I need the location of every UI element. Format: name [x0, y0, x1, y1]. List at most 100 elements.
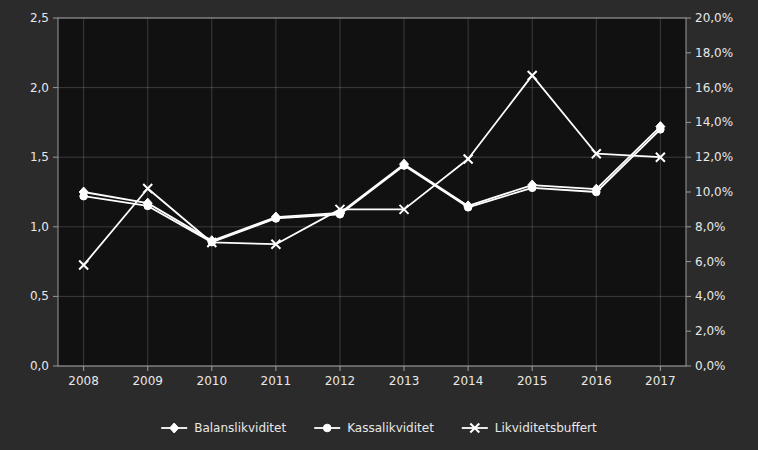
legend-item: Kassalikviditet — [314, 421, 434, 435]
plot-area — [58, 18, 686, 366]
series-marker — [528, 184, 536, 192]
y2-tick — [686, 296, 691, 297]
y2-tick — [686, 87, 691, 88]
y-tick-label: 2,0 — [30, 81, 49, 95]
x-tick — [147, 366, 148, 371]
series-line — [84, 129, 661, 242]
y2-tick — [686, 366, 691, 367]
series-marker — [335, 205, 344, 214]
y2-tick — [686, 122, 691, 123]
grid-line — [58, 87, 686, 88]
y2-tick-label: 18,0% — [695, 46, 733, 60]
x-tick — [83, 366, 84, 371]
y-tick-label: 1,0 — [30, 220, 49, 234]
x-tick — [211, 366, 212, 371]
series-marker — [80, 192, 88, 200]
series-layer — [79, 71, 665, 270]
x-tick-label: 2011 — [261, 374, 292, 388]
x-tick-label: 2016 — [581, 374, 612, 388]
series-marker — [207, 238, 216, 247]
y-tick-label: 0,5 — [30, 289, 49, 303]
x-tick-label: 2014 — [453, 374, 484, 388]
series-marker — [144, 202, 152, 210]
x-tick — [532, 366, 533, 371]
series-line — [84, 127, 661, 241]
legend-item: Likviditetsbuffert — [462, 421, 597, 435]
grid-line — [404, 18, 405, 366]
legend-label: Kassalikviditet — [347, 421, 434, 435]
plot-frame — [58, 18, 686, 366]
y2-tick — [686, 157, 691, 158]
x-tick-label: 2009 — [132, 374, 163, 388]
grid-line — [58, 296, 686, 297]
x-tick-label: 2017 — [645, 374, 676, 388]
series-marker — [464, 154, 473, 163]
series-marker — [400, 159, 409, 169]
series-marker — [79, 261, 88, 270]
y2-tick-label: 10,0% — [695, 185, 733, 199]
y2-tick-label: 2,0% — [695, 324, 726, 338]
grid-line — [211, 18, 212, 366]
grid — [58, 18, 686, 366]
series-marker — [592, 188, 600, 196]
y2-tick — [686, 331, 691, 332]
axes: 2008 2009 2010 2011 2012 2013 2014 2015 2016 2017… — [30, 11, 733, 388]
x-tick-label: 2012 — [325, 374, 356, 388]
y2-tick-label: 4,0% — [695, 289, 726, 303]
legend-swatch-marker — [323, 424, 331, 432]
series-marker — [657, 126, 665, 134]
series-line — [84, 75, 661, 265]
y2-tick-label: 12,0% — [695, 150, 733, 164]
y2-tick-label: 0,0% — [695, 359, 726, 373]
y2-tick — [686, 261, 691, 262]
x-tick — [660, 366, 661, 371]
x-tick-label: 2010 — [197, 374, 228, 388]
legend-label: Balanslikviditet — [194, 421, 286, 435]
y-tick-label: 1,5 — [30, 150, 49, 164]
y2-tick — [686, 18, 691, 19]
x-tick — [404, 366, 405, 371]
x-tick-label: 2015 — [517, 374, 548, 388]
series-marker — [528, 71, 537, 80]
series-marker — [272, 215, 280, 223]
series-marker — [464, 201, 473, 211]
y2-tick — [686, 192, 691, 193]
y-tick-label: 0,0 — [30, 359, 49, 373]
series-marker — [271, 212, 280, 222]
grid-line — [58, 226, 686, 227]
chart: 2008 2009 2010 2011 2012 2013 2014 2015 2016 2017… — [0, 0, 758, 450]
y-tick — [53, 296, 58, 297]
y2-tick-label: 8,0% — [695, 220, 726, 234]
y2-tick-label: 20,0% — [695, 11, 733, 25]
background — [0, 0, 758, 450]
series-marker — [592, 149, 601, 158]
y2-tick-label: 6,0% — [695, 255, 726, 269]
legend-label: Likviditetsbuffert — [495, 421, 597, 435]
y-tick — [53, 18, 58, 19]
y-tick — [53, 226, 58, 227]
legend: Balanslikviditet Kassalikviditet Likvidite… — [161, 421, 597, 435]
y-tick — [53, 157, 58, 158]
grid-line — [468, 18, 469, 366]
y2-tick-label: 16,0% — [695, 81, 733, 95]
grid-line — [660, 18, 661, 366]
x-tick — [596, 366, 597, 371]
legend-swatch-marker — [470, 424, 479, 433]
grid-line — [339, 18, 340, 366]
series-marker — [271, 240, 280, 249]
series-marker — [656, 153, 665, 162]
x-tick-label: 2008 — [68, 374, 99, 388]
x-tick-label: 2013 — [389, 374, 420, 388]
y2-tick — [686, 226, 691, 227]
y-tick — [53, 87, 58, 88]
x-tick — [339, 366, 340, 371]
legend-item: Balanslikviditet — [161, 421, 286, 435]
grid-line — [147, 18, 148, 366]
series-marker — [464, 204, 472, 212]
x-tick — [275, 366, 276, 371]
series-marker — [400, 162, 408, 170]
grid-line — [275, 18, 276, 366]
y2-tick-label: 14,0% — [695, 115, 733, 129]
y2-tick — [686, 52, 691, 53]
y-tick-label: 2,5 — [30, 11, 49, 25]
